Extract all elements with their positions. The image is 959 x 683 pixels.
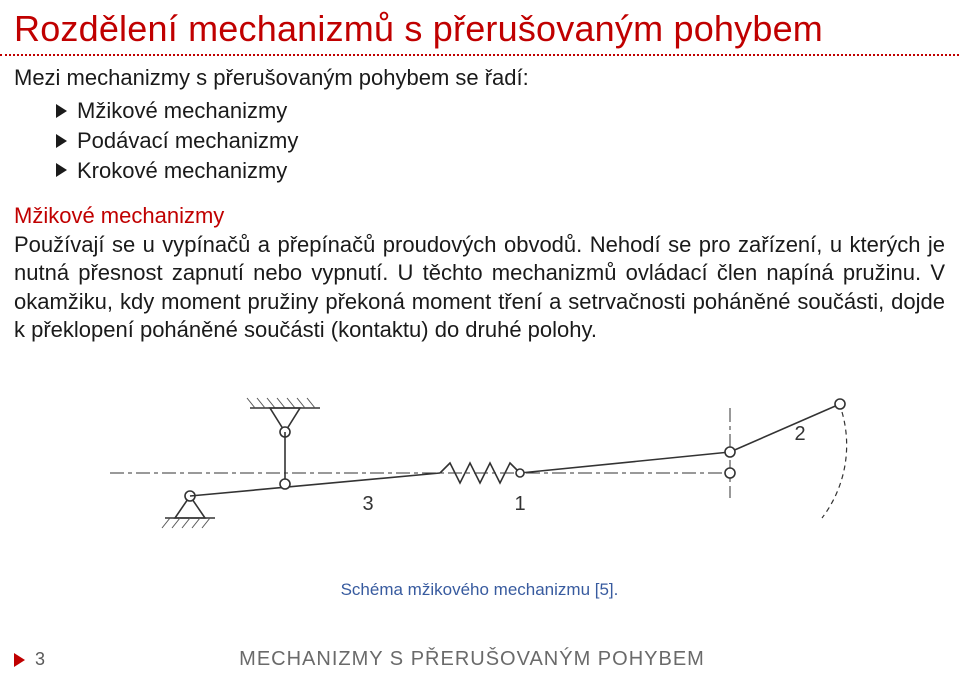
figure-caption: Schéma mžikového mechanizmu [5]. (0, 580, 959, 600)
diagram-container: 1 2 3 (0, 368, 959, 558)
bullet-label: Podávací mechanizmy (77, 126, 298, 156)
page-title: Rozdělení mechanizmů s přerušovaným pohy… (0, 0, 959, 52)
fixed-pivot-top (247, 398, 320, 437)
triangle-bullet-icon (56, 104, 67, 118)
title-divider (0, 54, 959, 56)
diagram-label-3: 3 (362, 493, 373, 515)
triangle-bullet-icon (56, 134, 67, 148)
list-item: Krokové mechanizmy (56, 156, 959, 186)
footer: 3 MECHANIZMY S PŘERUŠOVANÝM POHYBEM (0, 648, 959, 671)
triangle-bullet-icon (14, 653, 25, 667)
subheading: Mžikové mechanizmy (0, 203, 959, 229)
paragraph: Používají se u vypínačů a přepínačů prou… (0, 231, 959, 344)
bullet-list: Mžikové mechanizmy Podávací mechanizmy K… (0, 96, 959, 185)
diagram-label-2: 2 (794, 423, 805, 445)
list-item: Mžikové mechanizmy (56, 96, 959, 126)
footer-title: MECHANIZMY S PŘERUŠOVANÝM POHYBEM (45, 648, 959, 671)
list-item: Podávací mechanizmy (56, 126, 959, 156)
triangle-bullet-icon (56, 163, 67, 177)
bullet-label: Mžikové mechanizmy (77, 96, 287, 126)
bullet-label: Krokové mechanizmy (77, 156, 287, 186)
mechanism-diagram: 1 2 3 (100, 368, 860, 558)
intro-text: Mezi mechanizmy s přerušovaným pohybem s… (0, 64, 959, 92)
fixed-pivot-left (162, 491, 215, 528)
page-number: 3 (35, 649, 45, 670)
diagram-label-1: 1 (514, 493, 525, 515)
